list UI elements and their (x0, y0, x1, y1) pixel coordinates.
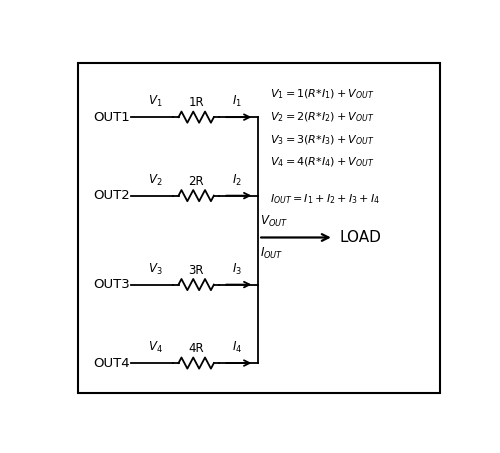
Text: $V_2 = 2(R$*$I_2) + V_{OUT}$: $V_2 = 2(R$*$I_2) + V_{OUT}$ (270, 111, 374, 124)
Text: $V_{OUT}$: $V_{OUT}$ (260, 214, 288, 229)
FancyBboxPatch shape (78, 63, 440, 393)
Text: 3R: 3R (188, 264, 204, 277)
Text: OUT2: OUT2 (94, 189, 130, 202)
Text: $V_2$: $V_2$ (148, 173, 162, 188)
Text: $V_1 = 1(R$*$I_1) + V_{OUT}$: $V_1 = 1(R$*$I_1) + V_{OUT}$ (270, 88, 374, 101)
Text: LOAD: LOAD (340, 230, 382, 245)
Text: $V_4$: $V_4$ (148, 340, 163, 356)
Text: $I_{OUT} = I_1 + I_2 + I_3 + I_4$: $I_{OUT} = I_1 + I_2 + I_3 + I_4$ (270, 192, 380, 206)
Text: $V_1$: $V_1$ (148, 94, 163, 110)
Text: OUT1: OUT1 (94, 111, 130, 124)
Text: $V_4 = 4(R$*$I_4) + V_{OUT}$: $V_4 = 4(R$*$I_4) + V_{OUT}$ (270, 156, 374, 169)
Text: $I_3$: $I_3$ (232, 262, 242, 277)
Text: $V_3$: $V_3$ (148, 262, 163, 277)
Text: 1R: 1R (188, 96, 204, 110)
Text: OUT4: OUT4 (94, 357, 130, 370)
Text: $I_4$: $I_4$ (232, 340, 242, 356)
Text: 2R: 2R (188, 175, 204, 188)
Text: $I_{OUT}$: $I_{OUT}$ (260, 246, 283, 261)
Text: $V_3 = 3(R$*$I_3) + V_{OUT}$: $V_3 = 3(R$*$I_3) + V_{OUT}$ (270, 133, 374, 147)
Text: $I_1$: $I_1$ (232, 94, 242, 110)
Text: 4R: 4R (188, 342, 204, 356)
Text: OUT3: OUT3 (94, 278, 130, 291)
Text: $I_2$: $I_2$ (232, 173, 242, 188)
